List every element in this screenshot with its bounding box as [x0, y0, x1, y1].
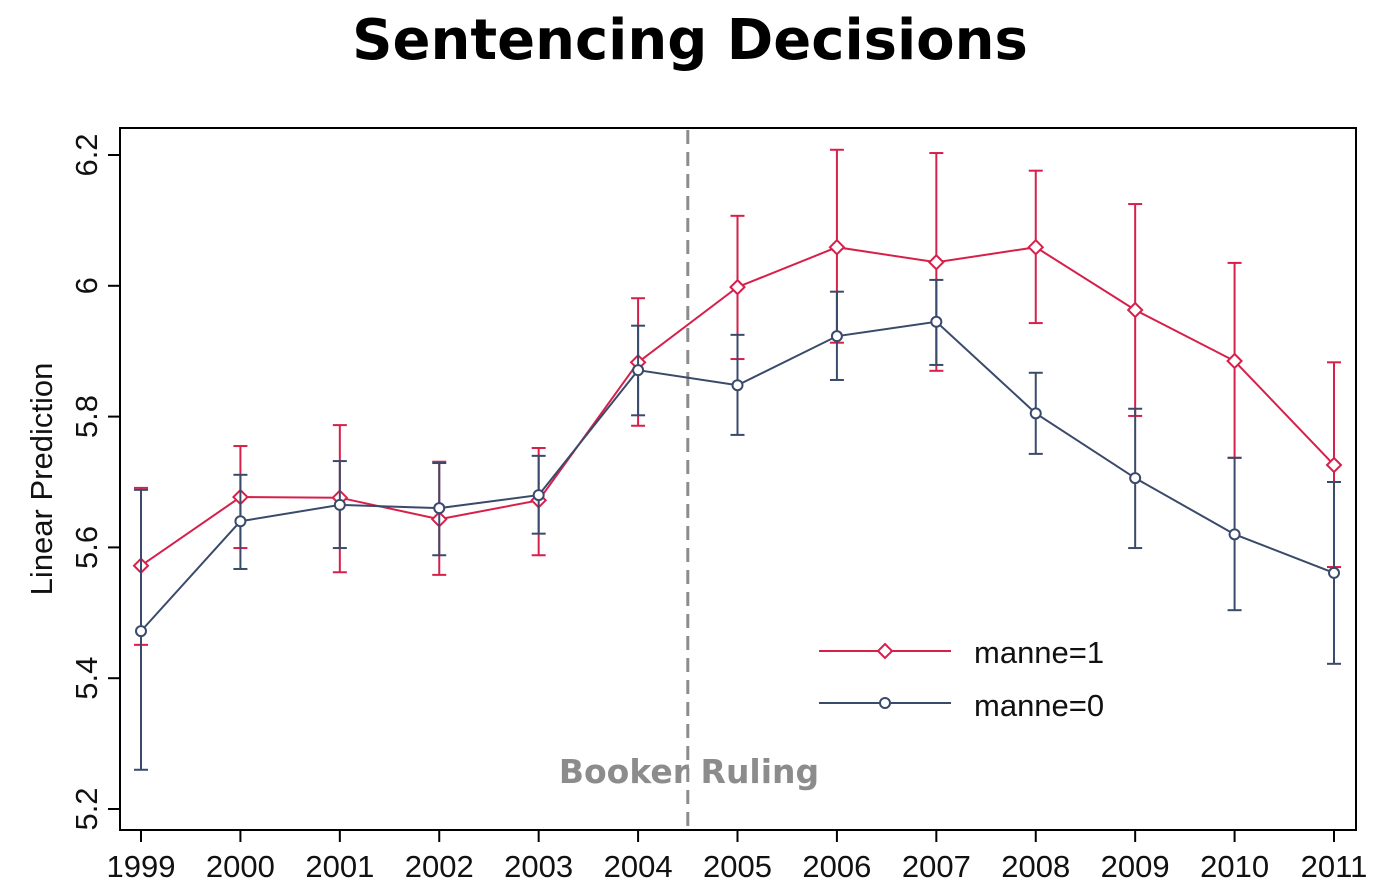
series-manne=0: [134, 278, 1341, 771]
data-point: [234, 515, 247, 528]
data-point: [927, 253, 945, 271]
data-point: [930, 315, 943, 328]
data-point: [1325, 456, 1343, 474]
legend-label-manne-1: manne=1: [974, 635, 1104, 670]
y-tick-label: 6: [69, 277, 104, 294]
data-point: [1029, 407, 1042, 420]
x-tick-label: 2009: [1101, 849, 1170, 884]
x-tick-label: 2000: [206, 849, 275, 884]
y-axis-label: Linear Prediction: [24, 363, 59, 596]
data-point: [333, 498, 346, 511]
x-tick-label: 2001: [305, 849, 374, 884]
y-tick-label: 5.8: [69, 395, 104, 438]
x-tick-label: 2008: [1001, 849, 1070, 884]
legend-marker-circle: [879, 697, 891, 709]
x-tick-label: 2011: [1301, 849, 1368, 884]
data-point: [135, 625, 147, 638]
data-point: [1126, 301, 1144, 319]
data-point: [632, 364, 645, 377]
data-point: [828, 238, 846, 256]
chart-title: Sentencing Decisions: [352, 8, 1028, 73]
x-tick-label: 2003: [504, 849, 573, 884]
data-point: [1226, 352, 1243, 370]
x-tick-label: 2004: [604, 849, 673, 884]
x-tick-label: 2005: [703, 849, 772, 884]
data-point: [1027, 238, 1045, 256]
data-point: [532, 489, 545, 502]
data-point: [830, 330, 843, 343]
data-point: [433, 502, 446, 515]
y-tick-label: 5.6: [69, 526, 104, 569]
annotation-booker-ruling: Booker Ruling: [559, 752, 819, 791]
y-tick-label: 6.2: [69, 133, 104, 176]
y-tick-label: 5.4: [69, 657, 104, 700]
x-tick-label: 2010: [1200, 849, 1269, 884]
data-point: [729, 278, 746, 296]
x-tick-label: 2002: [405, 849, 474, 884]
x-tick-label: 2007: [902, 849, 971, 884]
legend-label-manne-0: manne=0: [974, 688, 1104, 723]
y-tick-label: 5.2: [69, 787, 104, 830]
x-tick-label: 1999: [107, 849, 176, 884]
data-point: [731, 379, 744, 392]
x-tick-label: 2006: [802, 849, 871, 884]
data-point: [1328, 566, 1340, 579]
legend: manne=1 manne=0: [819, 635, 1104, 723]
data-point: [1228, 528, 1241, 541]
data-point: [1129, 472, 1142, 485]
legend-marker-diamond: [876, 642, 894, 660]
